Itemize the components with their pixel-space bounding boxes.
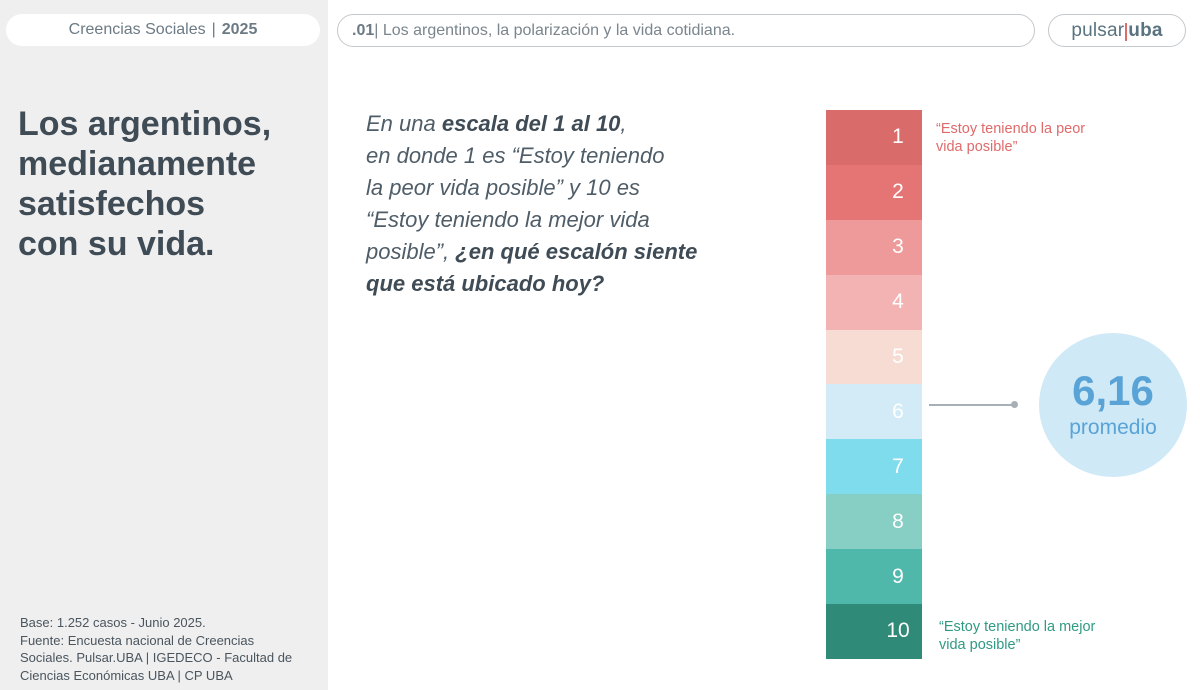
average-badge: 6,16 promedio [1039,333,1187,477]
scale-step: 1 [826,110,922,165]
question-line: posible”, ¿en qué escalón siente [366,236,726,268]
scale-step: 8 [826,494,922,550]
source-line: Fuente: Encuesta nacional de Creencias [20,632,255,648]
scale-step-label: 9 [892,564,904,588]
question-line: que está ubicado hoy? [366,268,726,300]
headline-line: Los argentinos, [18,105,272,143]
scale-step-label: 8 [892,509,904,533]
scale-step: 10 [826,604,922,659]
scale-step: 7 [826,439,922,495]
scale-step-label: 3 [892,235,904,259]
question-line: En una escala del 1 al 10, [366,108,726,140]
scale-step-label: 10 [886,619,910,643]
best-life-label: “Estoy teniendo la mejor vida posible” [939,618,1095,654]
question-emphasis: que está ubicado hoy? [366,271,605,296]
source-note: Base: 1.252 casos - Junio 2025. Fuente: … [20,614,320,684]
worst-life-label-line: “Estoy teniendo la peor [936,121,1086,137]
question-emphasis: ¿en qué escalón siente [455,239,698,264]
headline-line: satisfechos [18,185,206,223]
average-connector-dot [1011,401,1018,408]
topic-text: | Los argentinos, la polarización y la v… [374,21,736,39]
scale-step-label: 2 [892,180,904,204]
scale-step-label: 4 [892,290,904,314]
headline-line: medianamente [18,145,257,183]
best-life-label-line: “Estoy teniendo la mejor [939,619,1096,635]
logo-part-uba: uba [1128,19,1163,41]
question-line: en donde 1 es “Estoy teniendo [366,143,665,168]
pulsar-uba-logo: pulsar uba [1071,20,1162,42]
question-emphasis: escala del 1 al 10 [441,111,621,136]
topic-pill: .01 | Los argentinos, la polarización y … [337,14,1035,47]
question-text: posible”, [366,239,456,264]
section-separator: | [211,21,216,38]
scale-step: 9 [826,549,922,605]
question-line: la peor vida posible” y 10 es [366,175,640,200]
average-caption: promedio [1069,416,1157,439]
scale-step-label: 5 [892,345,904,368]
logo-part-pulsar: pulsar [1071,19,1125,41]
best-life-label-line: vida posible” [939,637,1021,653]
section-year: 2025 [221,21,258,38]
average-connector-line [929,404,1015,406]
headline-line: con su vida. [18,225,215,263]
logo-bar-icon [1125,22,1128,41]
question-text: En una [366,111,442,136]
headline: Los argentinos, medianamente satisfechos… [18,104,318,264]
section-pill: Creencias Sociales | 2025 [6,14,320,46]
scale-step: 6 [826,384,922,440]
question-text: , [620,111,627,136]
scale-step-label: 6 [892,399,904,423]
scale-step: 5 [826,329,922,385]
question-line: “Estoy teniendo la mejor vida [366,207,650,232]
worst-life-label: “Estoy teniendo la peor vida posible” [936,120,1085,156]
source-line: Ciencias Económicas UBA | CP UBA [20,667,233,683]
source-line: Base: 1.252 casos - Junio 2025. [20,615,206,630]
section-name: Creencias Sociales [68,21,206,38]
scale-step: 4 [826,274,922,330]
logo-pill: pulsar uba [1048,14,1186,47]
scale-step-label: 7 [892,454,904,478]
topic-number: .01 [352,21,375,39]
average-value: 6,16 [1072,367,1154,414]
survey-question: En una escala del 1 al 10, en donde 1 es… [366,108,726,300]
left-panel: Creencias Sociales | 2025 Los argentinos… [0,0,328,690]
scale-step: 2 [826,164,922,220]
source-line: Sociales. Pulsar.UBA | IGEDECO - Faculta… [20,650,293,665]
scale-step-label: 1 [892,125,904,149]
worst-life-label-line: vida posible” [936,139,1018,155]
life-satisfaction-scale: 1 2 3 4 5 6 7 8 9 10 [826,110,922,659]
scale-step: 3 [826,219,922,275]
